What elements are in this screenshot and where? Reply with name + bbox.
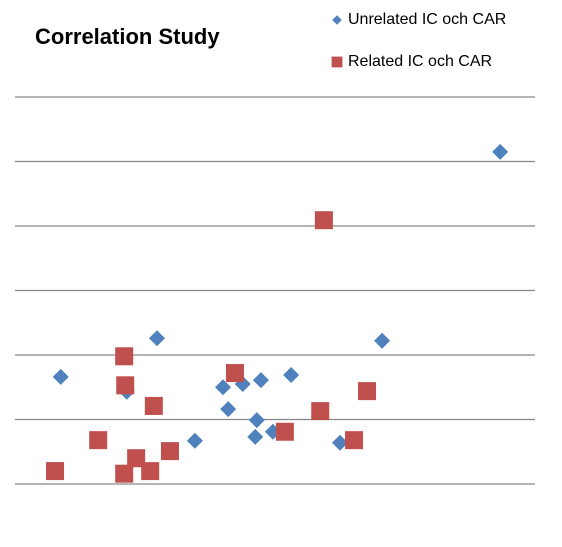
legend-label: Related IC och CAR — [348, 53, 492, 70]
point — [283, 366, 300, 383]
point — [247, 428, 264, 445]
point — [148, 330, 165, 347]
point — [186, 432, 203, 449]
point — [215, 379, 231, 396]
point — [358, 382, 377, 401]
point — [314, 211, 333, 230]
point — [252, 372, 269, 389]
point — [225, 364, 244, 383]
point — [220, 401, 237, 418]
point — [248, 412, 265, 429]
legend-marker — [332, 15, 342, 25]
point — [311, 402, 330, 421]
chart-title: Correlation Study — [35, 24, 220, 49]
point — [116, 376, 135, 395]
legend-label: Unrelated IC och CAR — [348, 11, 506, 28]
point — [144, 396, 163, 415]
point — [160, 442, 179, 461]
point — [332, 434, 348, 451]
point — [89, 431, 108, 450]
point — [345, 431, 364, 450]
point — [141, 462, 160, 481]
point — [275, 422, 294, 441]
point — [127, 449, 146, 468]
legend-marker — [331, 56, 343, 68]
point — [115, 347, 134, 366]
point — [374, 332, 391, 349]
point — [46, 462, 65, 481]
point — [115, 464, 134, 483]
point — [492, 143, 509, 160]
point — [52, 368, 69, 385]
